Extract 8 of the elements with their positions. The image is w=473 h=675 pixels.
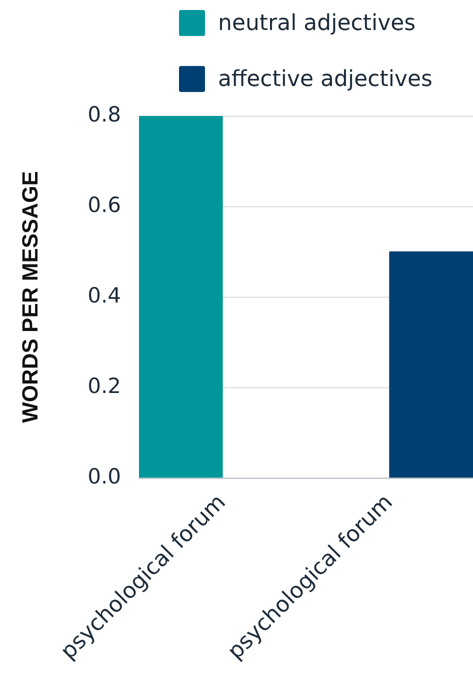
y-tick-label: 0.2 xyxy=(88,374,121,398)
y-tick-label: 0.8 xyxy=(88,102,121,126)
y-tick-label: 0.0 xyxy=(88,464,121,488)
y-axis-title: WORDS PER MESSAGE xyxy=(17,171,42,423)
y-tick-label: 0.4 xyxy=(88,283,121,308)
legend-label: neutral adjectives xyxy=(218,10,416,36)
legend-label: affective adjectives xyxy=(218,66,432,92)
y-tick-label: 0.6 xyxy=(88,192,121,217)
